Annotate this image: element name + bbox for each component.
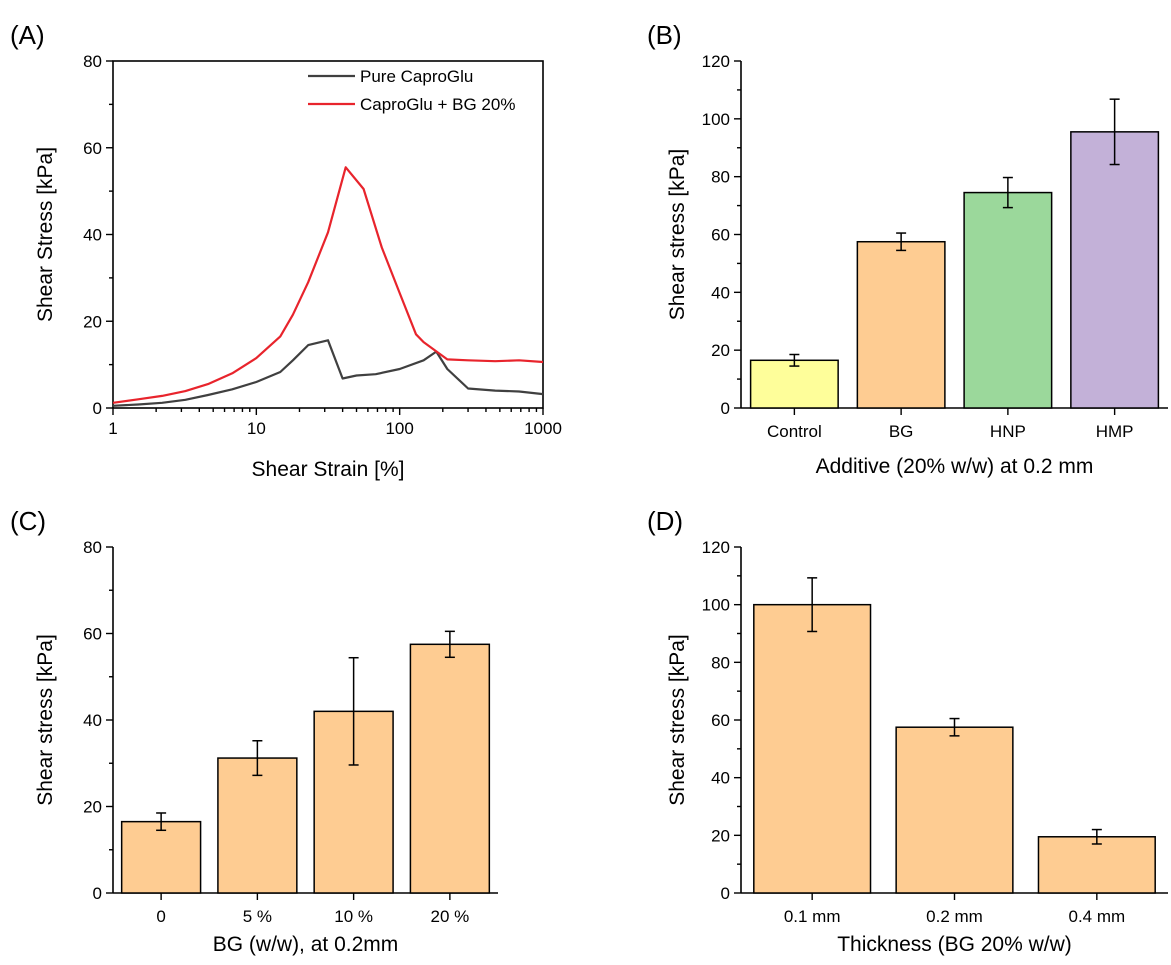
bar (217, 757, 298, 894)
x-tick-label: 10 % (334, 907, 373, 926)
panel-label: (D) (647, 506, 683, 536)
y-tick-label: 120 (702, 538, 730, 557)
bar (856, 240, 946, 409)
x-axis-title: Additive (20% w/w) at 0.2 mm (816, 455, 1094, 478)
y-tick-label: 60 (83, 139, 102, 158)
bar (749, 359, 839, 409)
x-tick-label: 20 % (431, 907, 470, 926)
x-tick-label: 0 (156, 907, 165, 926)
panel-b: (B) 0 20 40 60 80 100 120 Additive (20% w/w) at … (647, 20, 1168, 478)
x-tick-label: 100 (385, 419, 413, 438)
y-axis-title: Shear stress [kPa] (34, 634, 57, 806)
y-tick-label: 20 (711, 826, 730, 845)
x-axis-title: Shear Strain [%] (252, 458, 405, 481)
y-tick-label: 40 (83, 711, 102, 730)
series-line-0 (112, 339, 544, 407)
x-tick-label: HMP (1096, 422, 1134, 441)
y-tick-label: 60 (711, 226, 730, 245)
panel-d: (D) 0 20 40 60 80 100 120 Thickness (BG 20% w/w)… (647, 506, 1168, 956)
x-tick-label: 5 % (243, 907, 272, 926)
bar (1070, 131, 1160, 409)
y-tick-label: 20 (711, 341, 730, 360)
x-tick-label: 1000 (524, 419, 562, 438)
bar (895, 726, 1014, 894)
bar (120, 820, 202, 894)
y-tick-label: 80 (83, 538, 102, 557)
y-tick-label: 80 (711, 168, 730, 187)
y-axis-title: Shear stress [kPa] (666, 634, 689, 806)
panel-c: (C) 0 20 40 60 80 BG (w/w), at 0.2mm Shear stre… (10, 506, 498, 956)
y-tick-label: 20 (83, 798, 102, 817)
x-axis-title: Thickness (BG 20% w/w) (837, 933, 1072, 956)
x-tick-label: 0.4 mm (1068, 907, 1125, 926)
y-tick-label: 0 (93, 399, 102, 418)
y-tick-label: 20 (83, 312, 102, 331)
y-tick-label: 80 (711, 653, 730, 672)
y-tick-label: 40 (711, 283, 730, 302)
y-tick-label: 0 (93, 884, 102, 903)
bar (753, 603, 872, 894)
x-tick-label: BG (889, 422, 914, 441)
y-tick-label: 80 (83, 52, 102, 71)
x-tick-label: 10 (247, 419, 266, 438)
panel-a: (A) 0 20 40 60 80 Shear Strain [%] Shear Stress… (10, 20, 562, 481)
panel-label: (A) (10, 20, 45, 50)
legend-label: Pure CaproGlu (360, 67, 473, 86)
x-tick-label: 0.2 mm (926, 907, 983, 926)
x-tick-label: 0.1 mm (784, 907, 841, 926)
y-tick-label: 60 (83, 625, 102, 644)
y-tick-label: 0 (721, 884, 730, 903)
y-tick-label: 100 (702, 110, 730, 129)
legend-label: CaproGlu + BG 20% (360, 95, 515, 114)
bar (963, 191, 1053, 409)
y-tick-label: 120 (702, 52, 730, 71)
y-tick-label: 60 (711, 711, 730, 730)
bar (409, 643, 491, 894)
panel-label: (C) (10, 506, 46, 536)
x-axis-title: BG (w/w), at 0.2mm (213, 933, 399, 956)
y-tick-label: 0 (721, 399, 730, 418)
y-axis-title: Shear stress [kPa] (666, 149, 689, 321)
bar (1037, 836, 1156, 894)
x-tick-label: 1 (108, 419, 117, 438)
series-line-1 (112, 166, 544, 404)
panel-label: (B) (647, 20, 682, 50)
y-tick-label: 40 (83, 226, 102, 245)
y-tick-label: 40 (711, 769, 730, 788)
x-tick-label: HNP (990, 422, 1026, 441)
y-tick-label: 100 (702, 596, 730, 615)
y-axis-title: Shear Stress [kPa] (34, 147, 57, 322)
x-tick-label: Control (767, 422, 822, 441)
